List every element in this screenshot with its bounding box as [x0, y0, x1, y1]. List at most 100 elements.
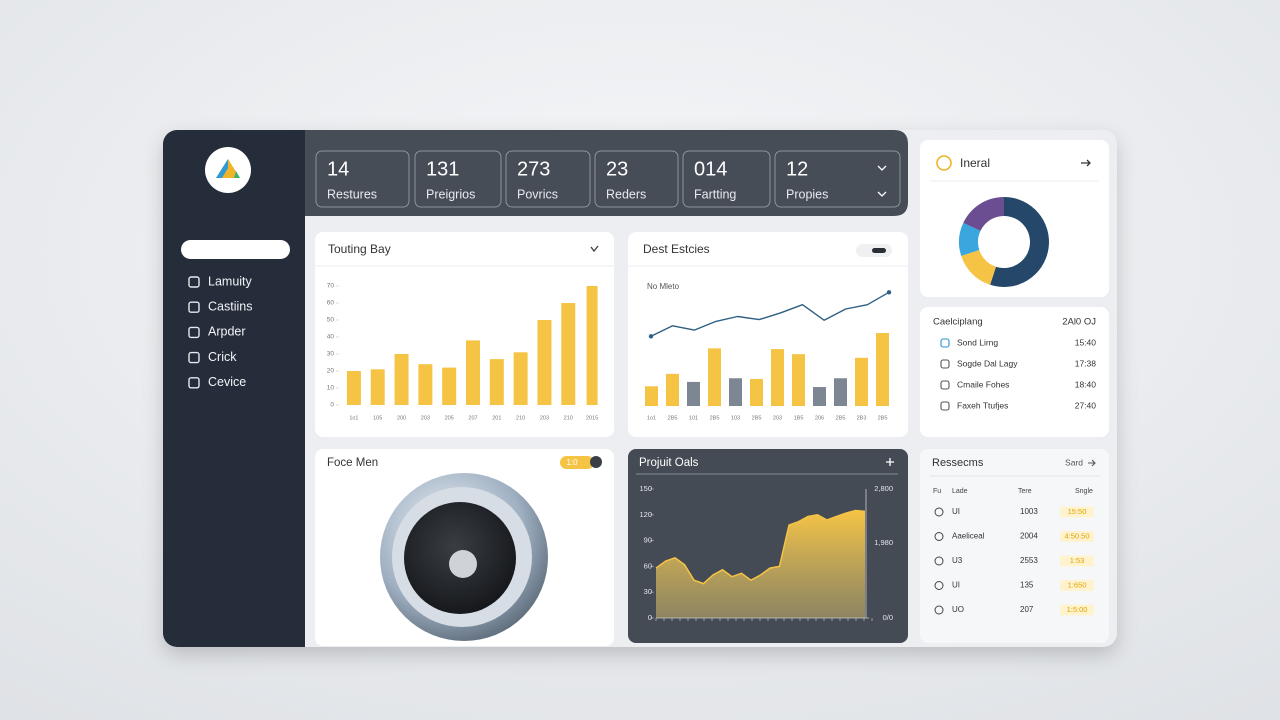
arrow-icon[interactable]: [1081, 159, 1091, 167]
logo-mark: [234, 171, 240, 178]
x-tick-label: 203: [773, 415, 782, 421]
stat-value: 14: [327, 158, 349, 180]
table-value: 1:650: [1068, 580, 1087, 589]
row-icon: [934, 556, 944, 566]
list-time: 2Al0 OJ: [1062, 317, 1096, 328]
bar: [792, 354, 805, 406]
add-icon[interactable]: [886, 458, 894, 466]
table-header: Fu: [933, 488, 941, 495]
table-value: 4:50.50: [1064, 531, 1089, 540]
stat-card: [594, 150, 679, 208]
x-tick-label: 1B5: [794, 415, 804, 421]
x-tick-label: 210: [564, 415, 573, 421]
bar: [750, 378, 763, 406]
bar: [442, 367, 457, 405]
bar: [708, 348, 721, 406]
bar: [729, 378, 742, 406]
stat-card: [505, 150, 591, 208]
row-time: 18:40: [1075, 379, 1097, 389]
link[interactable]: Sard: [1065, 457, 1083, 467]
stat-label: Fartting: [694, 187, 736, 201]
stat-label: Reders: [606, 187, 646, 201]
x-tick-label: 2015: [586, 415, 598, 421]
logo-mark: [216, 159, 228, 178]
stat-value: 12: [786, 158, 808, 180]
badge-dot[interactable]: [590, 456, 602, 468]
stat-label: Povrics: [517, 187, 558, 201]
chart-subtitle: No Mleto: [647, 282, 680, 291]
y-tick-label: 70: [327, 283, 335, 290]
row-name: Sogde Dal Lagy: [957, 358, 1018, 368]
chevron-icon[interactable]: [877, 191, 887, 197]
row-icon: [934, 507, 944, 517]
arrow-icon[interactable]: [1088, 459, 1096, 467]
x-tick-label: 1o1: [647, 415, 656, 421]
stat-value: 131: [426, 158, 459, 180]
y-tick-label: 0: [648, 613, 652, 622]
bar: [418, 364, 433, 405]
area: [656, 510, 865, 618]
chevron-icon[interactable]: [590, 245, 599, 253]
y-tick-label: 20: [327, 368, 335, 375]
y-tick-label: 10: [327, 385, 335, 392]
table-cell: UI: [952, 507, 960, 516]
toggle-knob: [872, 248, 886, 253]
table-cell: 207: [1020, 605, 1034, 614]
y2-label: 0/0: [883, 613, 893, 622]
x-tick-label: 2B5: [836, 415, 846, 421]
card-title: Foce Men: [327, 457, 378, 469]
stat-card: [774, 150, 901, 208]
y-tick-label: 30: [327, 351, 335, 358]
y-tick-label: 0: [330, 402, 334, 409]
bar: [687, 381, 700, 406]
badge-text: 1:0: [566, 458, 578, 467]
nav-item[interactable]: Arpder: [208, 325, 246, 339]
nav-item[interactable]: Lamuity: [208, 274, 253, 288]
chevron-icon[interactable]: [877, 165, 887, 171]
stat-label: Propies: [786, 187, 828, 201]
x-tick-label: 2B5: [878, 415, 888, 421]
value-badge: [1060, 531, 1094, 542]
table-cell: U3: [952, 556, 963, 565]
table-cell: 2004: [1020, 532, 1038, 541]
value-badge: [1060, 506, 1094, 518]
value-badge: [1060, 580, 1094, 591]
row-icon: [934, 581, 944, 590]
nav-item[interactable]: Crick: [208, 350, 237, 364]
card-title: Ressecms: [932, 457, 984, 469]
nav-icon: [188, 377, 200, 389]
x-tick-label: 103: [731, 415, 740, 421]
card: [628, 232, 908, 437]
x-tick-label: 2B3: [857, 415, 867, 421]
y-tick-label: 120: [639, 510, 652, 519]
table-header: Sngle: [1075, 488, 1093, 495]
sidebar-edge: [290, 130, 305, 647]
y-tick-label: 50: [327, 317, 335, 324]
card: [920, 449, 1109, 643]
nav-icon: [188, 301, 200, 313]
status-icon: [936, 155, 952, 171]
row-icon: [934, 532, 944, 541]
donut-segment: [958, 222, 981, 256]
value-badge: [1060, 604, 1094, 616]
x-tick-label: 2B5: [668, 415, 678, 421]
sidebar: [163, 130, 305, 647]
table-header: Lade: [952, 488, 968, 495]
row-time: 15:40: [1075, 337, 1097, 347]
nav-item[interactable]: Cevice: [208, 375, 246, 389]
x-tick-label: 203: [421, 415, 430, 421]
nav-item[interactable]: Castiins: [208, 299, 252, 313]
x-tick-label: 1o1: [349, 415, 358, 421]
y2-label: 1,980: [874, 538, 893, 547]
table-cell: UI: [952, 581, 960, 590]
row-name: Faxeh Ttufjes: [957, 400, 1008, 410]
bar: [561, 303, 576, 405]
card: [920, 307, 1109, 437]
bar: [586, 286, 598, 405]
search-field[interactable]: [181, 240, 290, 259]
nav-icon: [188, 326, 200, 339]
bar: [537, 320, 552, 405]
y-tick-label: 90: [644, 536, 652, 545]
